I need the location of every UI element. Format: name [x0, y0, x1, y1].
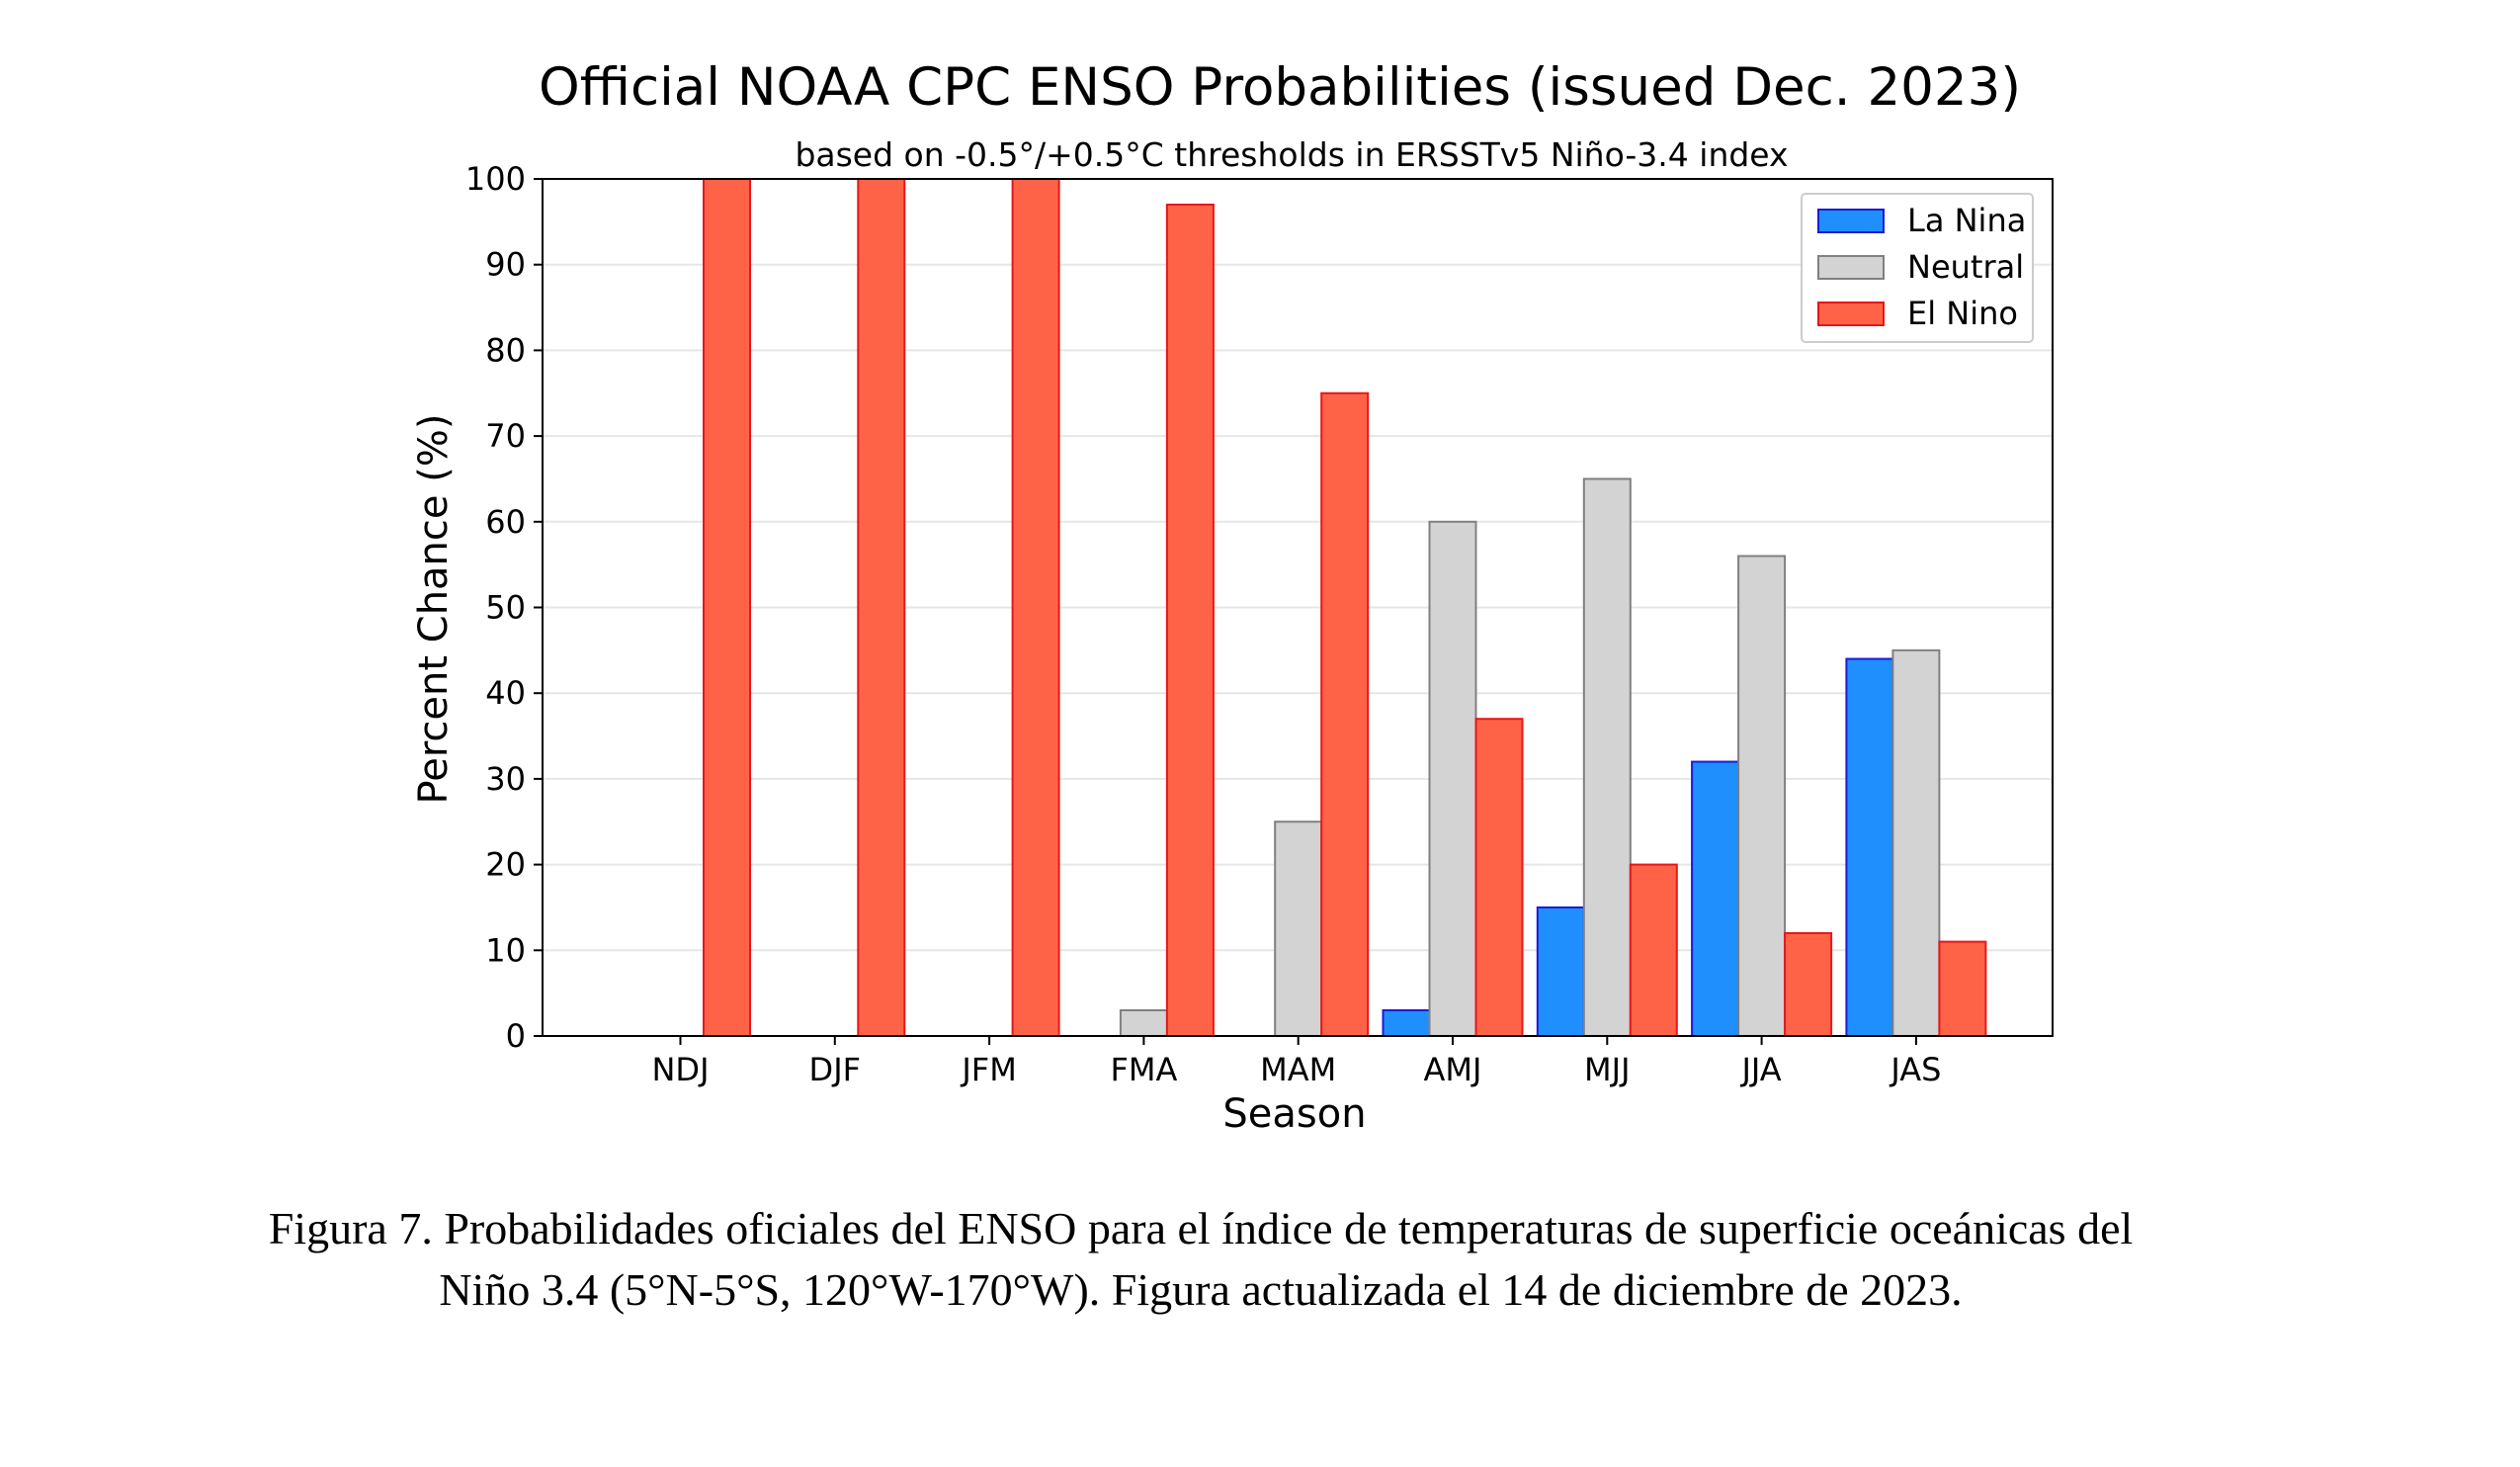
- y-tick-label: 0: [506, 1017, 526, 1055]
- legend: La Nina Neutral El Nino: [1801, 193, 2034, 343]
- chart-subtitle: based on -0.5°/+0.5°C thresholds in ERSS…: [795, 135, 1788, 174]
- bar-el-nino-djf: [857, 178, 906, 1037]
- bar-el-nino-jja: [1784, 931, 1833, 1038]
- y-tick-label: 70: [485, 417, 526, 455]
- y-tick-label: 50: [485, 589, 526, 627]
- bar-neutral-jja: [1737, 555, 1787, 1037]
- y-axis-ticks: 0 10 20 30 40 50 60 70 80 90 100: [465, 160, 543, 1055]
- y-tick-label: 80: [485, 331, 526, 369]
- x-axis-ticks: NDJ DJF JFM FMA MAM AMJ MJJ JJA JAS: [651, 1036, 1941, 1088]
- y-tick-label: 90: [485, 246, 526, 284]
- caption-line-2: Niño 3.4 (5°N-5°S, 120°W-170°W). Figura …: [439, 1264, 1963, 1315]
- bar-el-nino-amj: [1474, 718, 1524, 1038]
- bar-la-nina-jja: [1691, 760, 1740, 1037]
- y-tick-label: 40: [485, 674, 526, 712]
- x-tick-label: AMJ: [1424, 1051, 1482, 1088]
- x-tick-label: MAM: [1260, 1051, 1336, 1088]
- caption-line-1: Figura 7. Probabilidades oficiales del E…: [268, 1203, 2134, 1253]
- y-tick-label: 20: [485, 846, 526, 884]
- bar-neutral-fma: [1119, 1008, 1168, 1037]
- x-tick-label: MJJ: [1584, 1051, 1630, 1088]
- bar-el-nino-mjj: [1629, 863, 1678, 1037]
- y-tick-label: 60: [485, 503, 526, 541]
- legend-label-neutral: Neutral: [1907, 248, 2024, 286]
- bar-el-nino-ndj: [703, 178, 751, 1037]
- legend-label-el-nino: El Nino: [1907, 295, 2018, 332]
- bar-el-nino-fma: [1165, 204, 1215, 1037]
- figure-caption: Figura 7. Probabilidades oficiales del E…: [148, 1198, 2253, 1321]
- x-tick-label: JJA: [1739, 1051, 1781, 1088]
- bars: [610, 178, 1987, 1038]
- bar-neutral-mam: [1274, 820, 1323, 1037]
- bar-neutral-amj: [1428, 520, 1477, 1037]
- y-tick-label: 100: [465, 160, 526, 198]
- bar-el-nino-jas: [1938, 940, 1987, 1038]
- x-tick-label: NDJ: [651, 1051, 709, 1088]
- bar-la-nina-amj: [1382, 1008, 1431, 1037]
- x-tick-label: JAS: [1889, 1051, 1941, 1088]
- legend-swatch-neutral: [1817, 255, 1885, 280]
- y-axis-label: Percent Chance (%): [411, 414, 457, 805]
- bar-neutral-jas: [1891, 648, 1941, 1037]
- x-tick-label: DJF: [809, 1051, 861, 1088]
- x-tick-label: FMA: [1110, 1051, 1177, 1088]
- bar-la-nina-mjj: [1536, 906, 1585, 1038]
- y-tick-label: 30: [485, 760, 526, 798]
- bar-neutral-mjj: [1582, 477, 1632, 1037]
- legend-label-la-nina: La Nina: [1907, 202, 2026, 239]
- x-tick-label: JFM: [960, 1051, 1016, 1088]
- bar-la-nina-jas: [1845, 657, 1894, 1038]
- bar-el-nino-jfm: [1011, 178, 1060, 1037]
- x-axis-label: Season: [1222, 1091, 1366, 1137]
- bar-el-nino-mam: [1320, 391, 1370, 1037]
- legend-swatch-el-nino: [1817, 302, 1885, 326]
- y-tick-label: 10: [485, 931, 526, 969]
- chart-title: Official NOAA CPC ENSO Probabilities (is…: [539, 57, 2021, 118]
- legend-swatch-la-nina: [1817, 209, 1885, 233]
